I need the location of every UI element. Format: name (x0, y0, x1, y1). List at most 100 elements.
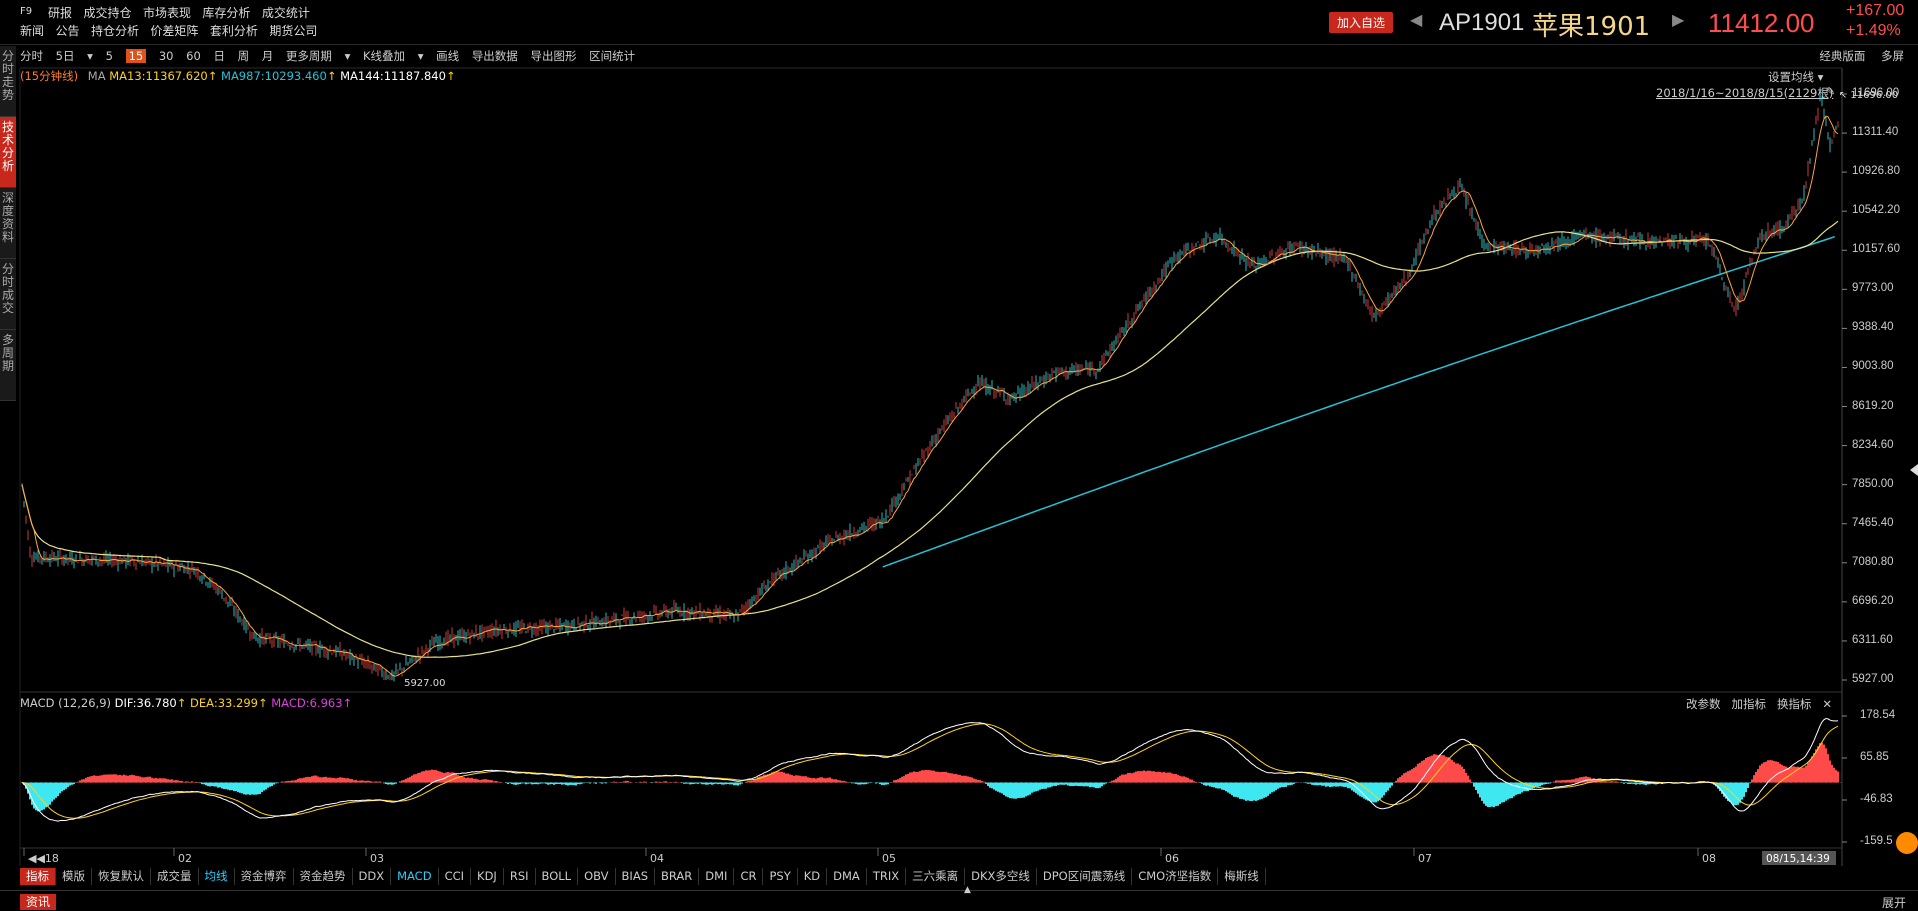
sidetab-intraday[interactable]: 分时走势 (0, 46, 16, 117)
tool-export-data[interactable]: 导出数据 (471, 49, 518, 63)
next-contract-icon[interactable]: ▶ (1672, 10, 1685, 29)
tool-intraday[interactable]: 分时 (20, 49, 43, 63)
sidetab-label: 分时成交 (1, 262, 14, 315)
indicator-tab[interactable]: OBV (578, 868, 616, 885)
price-tick-label: 10926.80 (1852, 165, 1900, 178)
tool-range-stats[interactable]: 区间统计 (589, 49, 636, 63)
news-button[interactable]: 资讯 (20, 894, 57, 910)
sidetab-technical[interactable]: 技术分析 (0, 117, 16, 188)
indicator-tab[interactable]: 模版 (56, 868, 92, 885)
indicator-tab[interactable]: 梅斯线 (1218, 868, 1266, 885)
expand-button[interactable]: 展开 (1881, 896, 1906, 910)
tool-month[interactable]: 月 (261, 49, 274, 63)
price-tick-label: 11311.40 (1852, 126, 1899, 139)
price-tick-label: 8619.20 (1852, 399, 1894, 412)
indicator-tab[interactable]: 均线 (199, 868, 235, 885)
indicator-tab[interactable]: DDX (353, 868, 392, 885)
indicator-tab[interactable]: 恢复默认 (92, 868, 151, 885)
time-tick-label: 08 (1702, 852, 1716, 865)
price-tick-label: 11696.00 (1852, 87, 1900, 99)
time-tick-label: 04 (650, 852, 664, 865)
indicator-tab[interactable]: PSY (763, 868, 798, 885)
macd-tick-label: -46.83 (1860, 793, 1893, 805)
badge-icon[interactable] (1896, 832, 1918, 854)
indicator-tab[interactable]: MACD (391, 868, 439, 885)
menu-item-announcement[interactable]: 公告 (55, 24, 80, 38)
collapse-arrow-icon[interactable]: ▲ (964, 885, 971, 895)
add-indicator-button[interactable]: 加指标 (1731, 697, 1766, 711)
indicator-tab[interactable]: BOLL (536, 868, 579, 885)
close-icon[interactable]: ✕ (1822, 697, 1833, 711)
menu-item-futures-company[interactable]: 期货公司 (269, 24, 318, 38)
indicator-tab[interactable]: RSI (504, 868, 536, 885)
ma144-line (21, 220, 1839, 658)
date-range-label[interactable]: 2018/1/16~2018/8/15(2129根) (1656, 86, 1834, 100)
tool-more-periods[interactable]: 更多周期 ▾ (285, 49, 351, 63)
indicator-tab[interactable]: 资金博弈 (235, 868, 294, 885)
indicator-tab[interactable]: 成交量 (151, 868, 199, 885)
chart-toolbar: 分时 5日 ▾ 5 15 30 60 日 周 月 更多周期 ▾ K线叠加 ▾ 画… (20, 48, 644, 66)
left-sidebar: 分时走势 技术分析 深度资料 分时成交 多周期 (0, 46, 18, 456)
menu-item-position-analysis[interactable]: 持仓分析 (90, 24, 139, 38)
menu-item-inventory[interactable]: 库存分析 (202, 6, 251, 20)
indicator-tab[interactable]: 三六乘离 (906, 868, 966, 885)
indicator-tab[interactable]: DKX多空线 (965, 868, 1037, 885)
indicator-tab[interactable]: KD (798, 868, 828, 885)
tool-5min[interactable]: 5 (105, 49, 113, 63)
dif-line (21, 717, 1839, 822)
macd-value: MACD:6.963 (271, 696, 343, 710)
menu-item-arbitrage[interactable]: 套利分析 (209, 24, 258, 38)
up-arrow-icon: ↑ (445, 69, 456, 83)
tool-week[interactable]: 周 (237, 49, 250, 63)
up-arrow-icon: ↑ (207, 69, 218, 83)
dif-value: DIF:36.780 (114, 696, 177, 710)
time-tick-label: 03 (370, 852, 384, 865)
menu-item-volume-position[interactable]: 成交持仓 (83, 6, 132, 20)
edit-params-button[interactable]: 改参数 (1686, 697, 1721, 711)
min-price-label: 5927.00 (404, 678, 445, 689)
tool-5day[interactable]: 5日 ▾ (55, 49, 93, 63)
indicator-tab[interactable]: BIAS (616, 868, 655, 885)
sidetab-tick-trades[interactable]: 分时成交 (0, 259, 16, 330)
tool-5day-label: 5日 (55, 49, 75, 63)
indicator-tab[interactable]: DMI (699, 868, 735, 885)
indicator-tab[interactable]: CMO济坚指数 (1132, 868, 1219, 885)
menu-item-research[interactable]: 研报 (48, 6, 73, 20)
indicator-tab[interactable]: CR (734, 868, 764, 885)
sidetab-deep-data[interactable]: 深度资料 (0, 188, 16, 259)
menu-item-market[interactable]: 市场表现 (142, 6, 191, 20)
tool-kline-overlay[interactable]: K线叠加 ▾ (363, 49, 424, 63)
indicator-tab[interactable]: BRAR (655, 868, 700, 885)
pin-icon[interactable]: ✎ (1826, 85, 1836, 98)
sidetab-multi-period[interactable]: 多周期 (0, 330, 16, 401)
menu-item-news[interactable]: 新闻 (20, 24, 45, 38)
tool-60min[interactable]: 60 (186, 49, 201, 63)
sidetab-label: 技术分析 (1, 120, 14, 173)
tool-day[interactable]: 日 (213, 49, 225, 63)
indicator-tab[interactable]: DMA (827, 868, 867, 885)
indicator-tab[interactable]: TRIX (867, 868, 907, 885)
macd-title: MACD (12,26,9) (20, 696, 111, 710)
contract-code: AP1901 (1439, 9, 1525, 36)
tool-draw-line[interactable]: 画线 (436, 49, 460, 63)
switch-indicator-button[interactable]: 换指标 (1776, 697, 1812, 711)
classic-layout-button[interactable]: 经典版面 (1819, 49, 1866, 63)
menu-item-trade-stats[interactable]: 成交统计 (261, 6, 310, 20)
tool-30min[interactable]: 30 (158, 49, 174, 63)
candlestick-series (21, 90, 1839, 682)
menu-item-spread-matrix[interactable]: 价差矩阵 (150, 24, 199, 38)
indicator-tab[interactable]: 资金趋势 (294, 868, 353, 885)
add-watchlist-button[interactable]: 加入自选 (1329, 12, 1394, 33)
indicator-tab[interactable]: CCI (439, 868, 472, 885)
split-screen-button[interactable]: 多屏 (1881, 49, 1904, 63)
tool-export-image[interactable]: 导出图形 (530, 49, 577, 63)
ma-settings-button[interactable]: 设置均线 ▾ (1768, 70, 1824, 84)
indicator-tab[interactable]: 指标 (20, 868, 56, 885)
indicator-tab[interactable]: DPO区间震荡线 (1037, 868, 1133, 885)
price-tick-label: 10542.20 (1852, 204, 1900, 217)
dea-value: DEA:33.299 (190, 696, 258, 710)
prev-contract-icon[interactable]: ◀ (1410, 10, 1423, 29)
indicator-tab[interactable]: KDJ (471, 868, 504, 885)
tool-15min[interactable]: 15 (125, 49, 147, 63)
